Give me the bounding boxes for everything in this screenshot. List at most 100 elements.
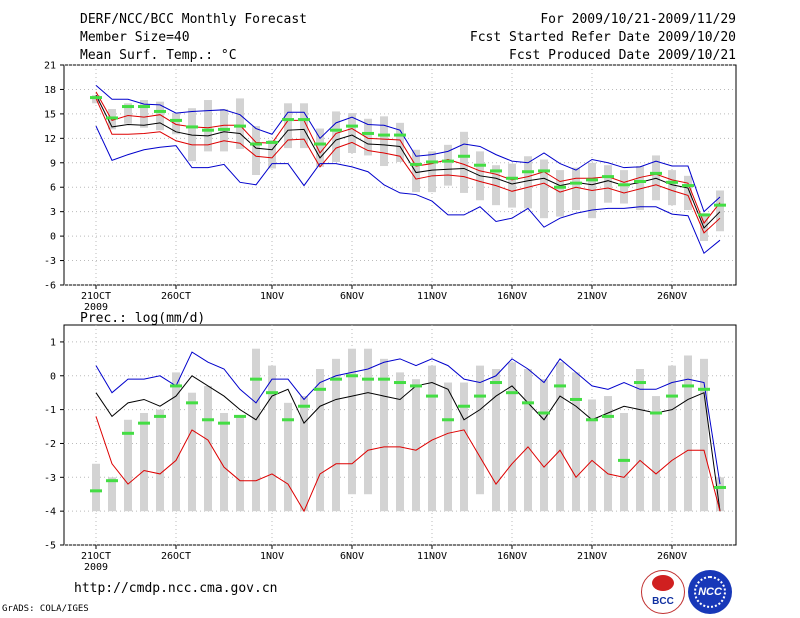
prec-member-mark bbox=[522, 401, 534, 405]
temp-member-mark bbox=[538, 169, 550, 173]
temp-x-tick-label: 11NOV bbox=[417, 291, 447, 302]
prec-member-mark bbox=[538, 411, 550, 415]
temp-ensemble-bar bbox=[332, 111, 340, 162]
temp-x-tick-label: 26NOV bbox=[657, 291, 687, 302]
prec-member-mark bbox=[442, 418, 454, 422]
prec-ensemble-bar bbox=[140, 413, 148, 512]
temp-ensemble-bar bbox=[604, 165, 612, 203]
temp-ensemble-bar bbox=[668, 170, 676, 206]
prec-max-line bbox=[95, 351, 721, 485]
temp-ensemble-bar bbox=[620, 170, 628, 204]
temp-ensemble-bar bbox=[156, 101, 164, 131]
temp-member-mark bbox=[170, 118, 182, 122]
temp-max-line bbox=[95, 84, 721, 213]
prec-ensemble-bar bbox=[236, 416, 244, 512]
prec-y-tick-label: 0 bbox=[50, 371, 56, 382]
temp-member-mark bbox=[106, 116, 118, 120]
temp-ensemble-bar bbox=[556, 170, 564, 217]
prec-ensemble-bar bbox=[364, 348, 372, 495]
prec-member-mark bbox=[666, 394, 678, 398]
temp-y-tick-label: 3 bbox=[50, 207, 56, 218]
prec-member-mark bbox=[362, 377, 374, 381]
grads-credit: GrADS: COLA/IGES bbox=[2, 604, 89, 614]
temp-member-mark bbox=[330, 128, 342, 132]
prec-ensemble-bar bbox=[540, 379, 548, 512]
prec-member-mark bbox=[698, 387, 710, 391]
prec-ensemble-bar bbox=[604, 396, 612, 512]
prec-ensemble-bar bbox=[556, 362, 564, 512]
member-size-label: Member Size=40 bbox=[80, 30, 190, 45]
prec-x-tick-label: 11NOV bbox=[417, 551, 447, 562]
temp-member-mark bbox=[394, 133, 406, 137]
temp-member-mark bbox=[314, 142, 326, 146]
prec-ensemble-bar bbox=[636, 369, 644, 512]
prec-ensemble-bar bbox=[156, 409, 164, 512]
temp-ensemble-bar bbox=[636, 166, 644, 211]
temp-member-mark bbox=[442, 159, 454, 163]
temp-ensemble-bar bbox=[268, 139, 276, 169]
prec-ensemble-bar bbox=[444, 382, 452, 512]
prec-member-mark bbox=[618, 458, 630, 462]
prec-min-line bbox=[95, 416, 721, 513]
prec-ensemble-bar bbox=[220, 413, 228, 512]
prec-ensemble-bar bbox=[412, 379, 420, 512]
temp-ensemble-bar bbox=[428, 151, 436, 193]
prec-ensemble-bar bbox=[348, 348, 356, 495]
temp-member-mark bbox=[506, 176, 518, 180]
source-url[interactable]: http://cmdp.ncc.cma.gov.cn bbox=[74, 581, 278, 596]
temp-member-mark bbox=[298, 118, 310, 122]
temp-member-mark bbox=[666, 180, 678, 184]
temp-member-mark bbox=[586, 178, 598, 182]
prec-ensemble-bar bbox=[652, 396, 660, 512]
prec-ensemble-bar bbox=[108, 477, 116, 512]
prec-member-mark bbox=[186, 401, 198, 405]
chart-title: DERF/NCC/BCC Monthly Forecast bbox=[80, 12, 307, 27]
prec-ensemble-bar bbox=[588, 399, 596, 512]
temp-ensemble-bar bbox=[316, 128, 324, 167]
prec-member-mark bbox=[218, 421, 230, 425]
prec-ensemble-bar bbox=[316, 369, 324, 512]
temp-ensemble-bar bbox=[444, 144, 452, 186]
prec-y-tick-label: -3 bbox=[44, 473, 56, 484]
prec-x-tick-label: 16NOV bbox=[497, 551, 527, 562]
prec-ensemble-bar bbox=[492, 369, 500, 512]
prec-ensemble-bar bbox=[188, 392, 196, 512]
prec-member-mark bbox=[298, 404, 310, 408]
temp-member-mark bbox=[650, 171, 662, 175]
prec-panel: Prec.: log(mm/d) 1 0 -1 -2 -3 -4 -5 21OCT 26OCT 1N… bbox=[44, 311, 737, 573]
prec-member-mark bbox=[122, 431, 134, 435]
prec-member-mark bbox=[554, 384, 566, 388]
prec-x-tick-label: 6NOV bbox=[340, 551, 364, 562]
prec-panel-title: Prec.: log(mm/d) bbox=[80, 311, 205, 326]
temp-member-mark bbox=[490, 169, 502, 173]
prec-ensemble-bar bbox=[92, 463, 100, 512]
temp-member-mark bbox=[218, 127, 230, 131]
ncc-logo: NCC bbox=[688, 570, 732, 614]
temp-ensemble-bar bbox=[572, 167, 580, 211]
prec-member-mark bbox=[250, 377, 262, 381]
temp-member-mark bbox=[138, 105, 150, 109]
prec-ensemble-bar bbox=[700, 358, 708, 512]
prec-year-label: 2009 bbox=[84, 562, 108, 573]
temp-ensemble-bar bbox=[252, 126, 260, 175]
prec-x-tick-label: 21OCT bbox=[81, 551, 111, 562]
temp-y-tick-label: 0 bbox=[50, 232, 56, 243]
temp-panel: 21 18 15 12 9 6 3 0 -3 -6 21OCT 26OCT 1NOV 6NOV 11NOV 1… bbox=[44, 61, 737, 313]
temp-frame bbox=[63, 64, 737, 286]
temp-member-mark bbox=[202, 128, 214, 132]
temp-member-mark bbox=[250, 142, 262, 146]
prec-member-mark bbox=[330, 377, 342, 381]
fcst-started-date: Fcst Started Refer Date 2009/10/20 bbox=[469, 30, 736, 45]
prec-ensemble-bar bbox=[332, 358, 340, 512]
temp-member-mark bbox=[522, 170, 534, 174]
prec-member-mark bbox=[714, 485, 726, 489]
prec-ensemble-bar bbox=[268, 365, 276, 512]
temp-lower-line bbox=[95, 98, 721, 234]
temp-ensemble-bar bbox=[348, 113, 356, 153]
prec-member-mark bbox=[634, 381, 646, 385]
bcc-emblem-icon bbox=[652, 575, 674, 591]
temp-member-mark bbox=[602, 175, 614, 179]
prec-member-mark bbox=[682, 384, 694, 388]
prec-ensemble-bar bbox=[460, 382, 468, 512]
temp-ensemble-bar bbox=[300, 103, 308, 149]
